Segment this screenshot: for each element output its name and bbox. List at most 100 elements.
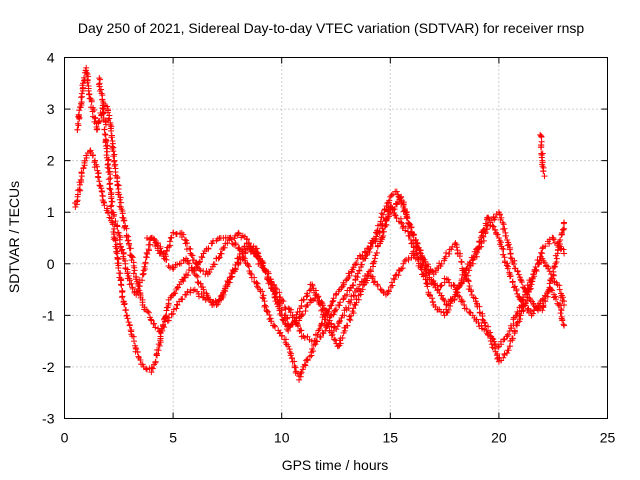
data-point [463,246,480,272]
data-point [322,307,337,331]
data-point [126,322,137,340]
data-point [256,286,270,310]
data-point [104,157,116,216]
x-tick-label: 25 [600,430,616,446]
data-point [187,250,201,271]
y-tick-label: 0 [47,256,55,272]
data-point [133,271,146,298]
data-point [104,209,115,224]
data-point [540,167,547,175]
data-point [78,67,90,97]
data-point [183,255,198,274]
data-point [110,157,124,210]
data-point [304,295,318,309]
y-axis-label: SDTVAR / TECUs [6,181,22,293]
data-point [541,173,548,180]
data-point [435,275,448,293]
data-point [139,302,154,323]
x-axis-label: GPS time / hours [282,457,389,473]
data-point [300,356,311,370]
data-point [474,302,492,330]
data-point [376,211,393,236]
data-point [561,302,568,309]
data-point [112,245,125,284]
y-tick-label: -1 [42,307,55,323]
data-point [528,298,544,319]
data-point [165,292,175,303]
data-point [270,322,284,337]
y-tick-label: 2 [47,153,55,169]
data-point [328,306,340,319]
data-point [548,271,563,289]
data-point [217,277,233,303]
data-point [78,154,90,180]
data-point [441,241,458,262]
data-point [278,296,295,316]
series-trace-b [74,64,568,350]
y-tick-label: -3 [42,411,55,427]
data-point [91,157,102,181]
data-point [154,245,167,260]
data-point [117,281,129,313]
data-point [369,236,385,267]
data-point [561,219,568,226]
data-point [374,281,387,296]
chart-title: Day 250 of 2021, Sidereal Day-to-day VTE… [78,20,584,36]
data-point [409,229,426,261]
data-point [521,270,537,298]
data-point [122,260,133,284]
data-point [504,314,519,339]
y-tick-label: 3 [47,101,55,117]
data-point [343,301,358,329]
data-point [335,324,349,350]
data-point [72,197,81,211]
data-point [469,312,483,330]
data-point [261,265,276,293]
data-point [176,274,189,288]
data-point [109,209,121,236]
data-point [96,75,107,109]
data-point [487,332,501,351]
data-point [224,231,241,247]
data-point [352,282,367,309]
data-series [72,64,568,383]
data-point [96,178,106,204]
data-point [382,275,397,298]
data-point [191,286,207,301]
y-tick-label: 4 [47,50,55,66]
data-point [122,306,133,328]
data-point [115,229,128,264]
data-point [398,193,415,235]
data-point [426,276,441,294]
data-point [278,332,290,348]
data-point [139,361,149,372]
data-point [235,229,251,243]
data-point [539,285,554,303]
data-point [100,106,112,163]
data-point [144,365,153,373]
data-point [365,231,381,252]
data-point [252,245,267,271]
data-point [508,255,523,281]
data-point [170,284,182,298]
data-point [287,318,301,329]
data-point [82,64,93,102]
data-point [443,276,458,289]
series-trace-e [537,131,548,180]
data-point [339,298,354,319]
x-tick-label: 15 [383,430,399,446]
data-point [365,271,378,286]
data-point [139,235,154,278]
data-point [144,235,153,243]
data-point [131,338,141,356]
data-point [550,235,567,253]
y-tick-label: -2 [42,359,55,375]
data-point [263,307,275,325]
data-point [478,322,492,338]
data-point [352,256,367,283]
data-point [313,291,327,312]
data-point [495,347,512,365]
data-point [296,366,306,383]
data-point [333,277,350,298]
